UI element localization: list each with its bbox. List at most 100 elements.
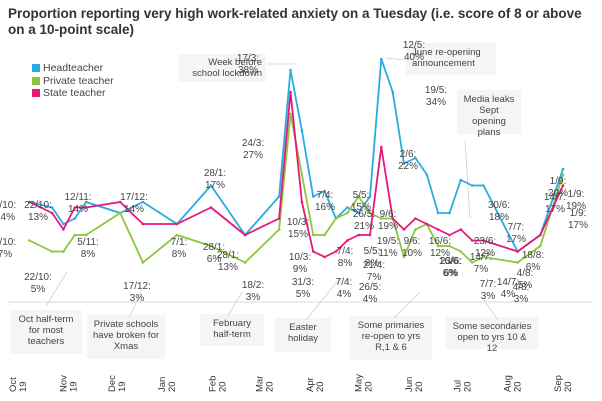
legend-swatch-state-teacher <box>32 89 40 98</box>
data-point-private-teacher <box>289 112 292 116</box>
x-tick-label: Jul20 <box>452 380 473 392</box>
data-point-state-teacher <box>538 233 542 237</box>
annotation-oct-half-term: Oct half-term for most teachers <box>10 310 82 354</box>
legend-item-private-teacher: Private teacher <box>32 75 114 88</box>
data-point-headteacher <box>436 211 440 215</box>
data-label: 22/10: 13% <box>24 200 52 223</box>
data-point-headteacher <box>62 222 65 226</box>
data-label: 7/4: 16% <box>315 190 335 213</box>
data-point-state-teacher <box>289 90 292 94</box>
data-point-state-teacher <box>50 211 54 215</box>
data-point-state-teacher <box>62 228 65 231</box>
data-label: 18/8: 6% <box>522 250 544 273</box>
data-label: 4/8: 5% <box>517 268 534 291</box>
data-label: 24/3: 27% <box>242 138 264 161</box>
data-point-state-teacher <box>561 184 565 187</box>
data-point-state-teacher <box>368 233 372 237</box>
legend-label-state-teacher: State teacher <box>43 87 106 99</box>
data-point-private-teacher <box>448 244 451 248</box>
data-point-state-teacher <box>414 217 417 220</box>
annotation-leaders <box>45 57 499 321</box>
data-label: 16/6: 6% <box>439 256 461 279</box>
data-label: 7/7: 17% <box>506 222 526 245</box>
data-label: 10/3: 15% <box>287 217 309 240</box>
legend-swatch-headteacher <box>32 64 40 73</box>
data-point-headteacher <box>323 189 326 193</box>
data-point-state-teacher <box>459 228 463 231</box>
x-ticks: Oct19 Nov19 Dec19 Jan20 Feb20 Mar20 Apr20 May20… <box>8 374 574 392</box>
data-point-headteacher <box>380 57 383 61</box>
x-tick-label: Dec19 <box>107 375 128 392</box>
data-point-state-teacher <box>470 239 474 242</box>
data-point-private-teacher <box>141 261 145 264</box>
data-label: 8/10:14% <box>0 200 16 223</box>
data-label: 19/5: 11% <box>377 236 399 259</box>
data-point-headteacher <box>561 167 565 171</box>
data-point-private-teacher <box>516 261 519 264</box>
data-point-headteacher <box>141 200 145 204</box>
data-label: 28/1: 6% <box>203 242 225 265</box>
data-point-private-teacher <box>50 250 54 253</box>
data-point-headteacher <box>470 184 474 187</box>
data-point-headteacher <box>448 211 451 215</box>
data-label: 26/5: 4% <box>359 282 381 305</box>
data-point-state-teacher <box>357 233 360 237</box>
data-point-private-teacher <box>459 250 463 253</box>
x-tick-label: Jan20 <box>157 377 178 392</box>
data-point-state-teacher <box>425 222 429 226</box>
data-point-headteacher <box>73 217 77 220</box>
data-label: 1/9: 20% <box>548 176 568 199</box>
annotation-feb-half-term: February half-term <box>200 314 264 346</box>
data-label: 16/6: 12% <box>429 236 451 259</box>
data-label: 1/9: 17% <box>568 208 588 231</box>
data-point-headteacher <box>391 90 394 94</box>
data-point-state-teacher <box>311 250 315 253</box>
data-point-headteacher <box>414 156 417 160</box>
legend-item-headteacher: Headteacher <box>32 62 114 75</box>
annotation-leader-line <box>128 289 143 319</box>
data-point-private-teacher <box>73 233 77 237</box>
annotation-xmas: Private schools have broken for Xmas <box>87 315 165 359</box>
data-point-state-teacher <box>402 228 406 231</box>
data-label: 21/4: 7% <box>363 260 385 283</box>
legend: Headteacher Private teacher State teache… <box>32 62 114 100</box>
data-label: 22/10: 5% <box>24 272 52 295</box>
annotation-june-reopening: June re-opening announcement <box>406 43 496 75</box>
data-point-headteacher <box>459 178 463 182</box>
data-point-private-teacher <box>538 244 542 248</box>
data-label: 5/5: 15% <box>351 190 371 213</box>
data-point-private-teacher <box>414 228 417 231</box>
data-label: 14/7: 4% <box>497 277 519 300</box>
data-point-headteacher <box>402 162 406 165</box>
legend-label-private-teacher: Private teacher <box>43 74 114 87</box>
data-label: 9/6: 19% <box>378 209 398 232</box>
data-point-headteacher <box>368 195 372 198</box>
annotation-easter: Easter holiday <box>275 318 331 352</box>
data-point-private-teacher <box>243 261 247 264</box>
series-line-private-teacher <box>29 113 564 264</box>
data-point-state-teacher <box>243 233 247 237</box>
data-point-private-teacher <box>277 228 281 231</box>
data-point-headteacher <box>425 173 429 176</box>
legend-item-state-teacher: State teacher <box>32 87 114 100</box>
data-point-private-teacher <box>62 250 65 253</box>
data-point-state-teacher <box>448 233 451 237</box>
annotation-leader-line <box>385 57 407 61</box>
data-label: 7/4: 4% <box>336 277 353 300</box>
data-label: 4/8: 3% <box>513 282 530 305</box>
data-point-headteacher <box>50 206 54 209</box>
annotation-leader-line <box>464 140 471 219</box>
data-label: 12/5: 40% <box>403 40 425 63</box>
data-point-private-teacher <box>323 233 326 237</box>
data-label: 7/4: 8% <box>337 246 354 269</box>
annotation-media-leaks: Media leaks Sept opening plans <box>457 90 521 138</box>
data-point-state-teacher <box>345 239 349 242</box>
data-point-state-teacher <box>277 217 281 220</box>
data-point-state-teacher <box>436 228 440 231</box>
data-label: 7/7: 3% <box>480 279 497 302</box>
data-point-state-teacher <box>175 222 179 226</box>
data-label: 19/5: 34% <box>425 85 447 108</box>
data-label: 9/6: 10% <box>402 236 422 259</box>
annotation-leader-line <box>305 277 341 321</box>
